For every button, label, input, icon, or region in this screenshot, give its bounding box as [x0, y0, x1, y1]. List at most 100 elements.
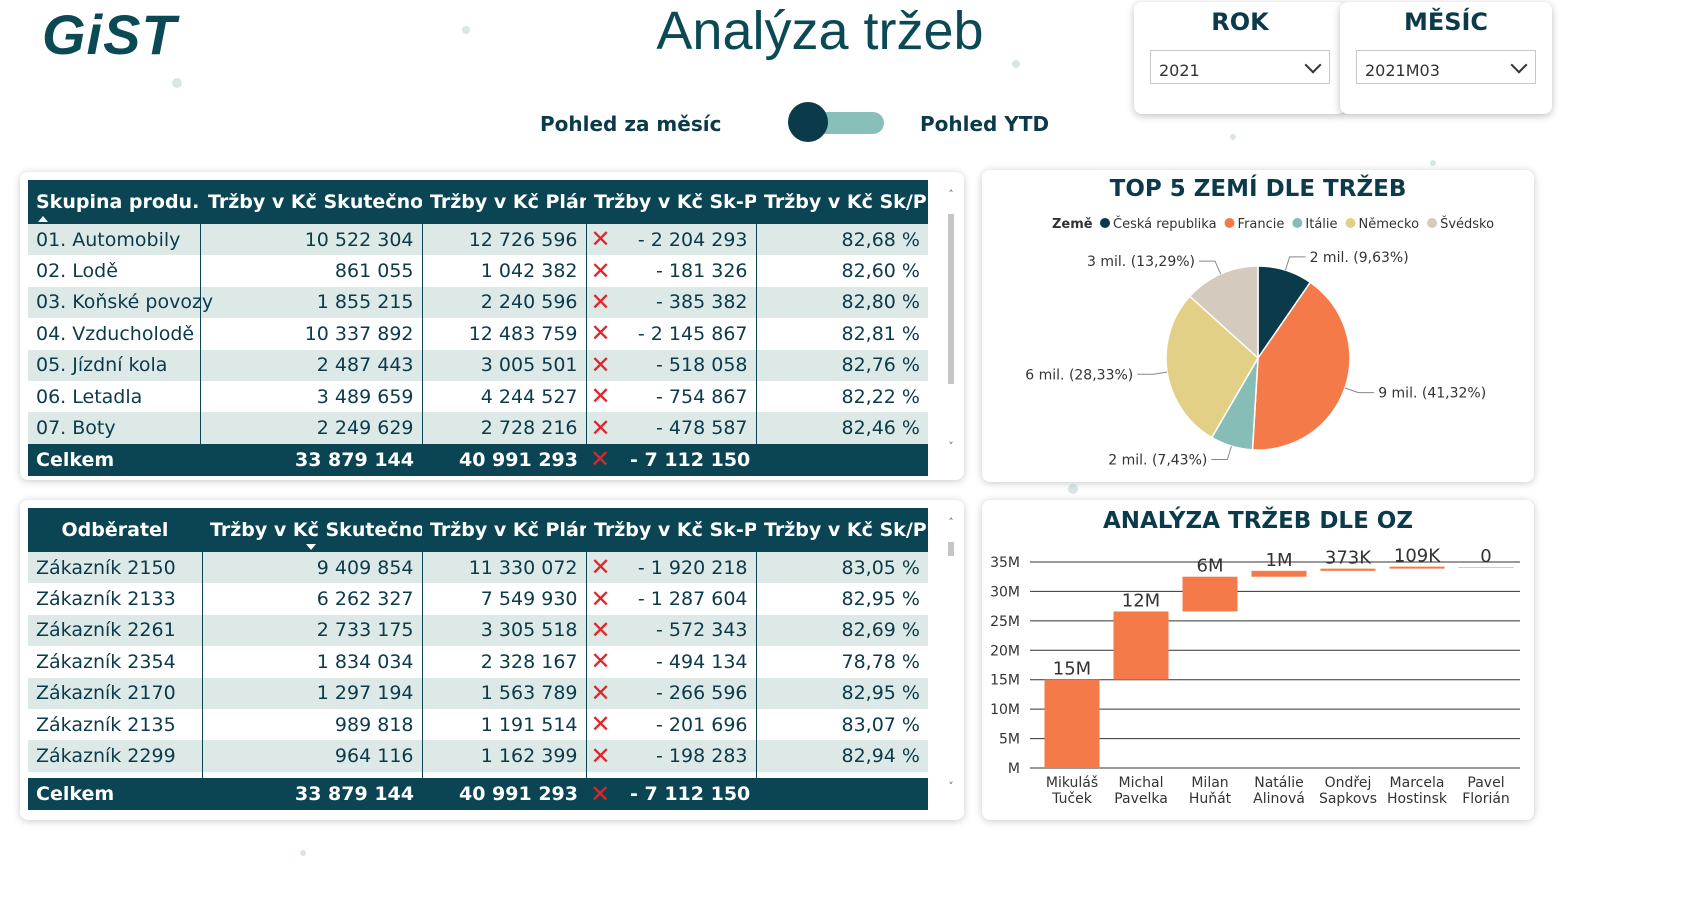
pie-slice[interactable]	[1188, 265, 1259, 360]
negative-indicator: ✕	[585, 318, 622, 350]
table-row[interactable]: Zákazník 2354 1 834 034 2 328 167 ✕ - 494 13…	[28, 646, 928, 678]
slicer-mesic-value: 2021M03	[1365, 61, 1440, 80]
column-header[interactable]: Tržby v Kč Skutečnost	[202, 508, 446, 552]
actual-value: 989 818	[201, 708, 422, 741]
waterfall-bar[interactable]	[1044, 679, 1100, 768]
bar-data-label: 15M	[1053, 659, 1091, 680]
table-row[interactable]: 06. Letadla 3 489 659 4 244 527 ✕ - 754 867 8…	[28, 380, 928, 413]
actual-value: 2 249 629	[199, 412, 422, 444]
scroll-thumb[interactable]	[948, 542, 954, 556]
column-header[interactable]: Tržby v Kč Sk-Pl	[586, 508, 764, 552]
toggle-knob[interactable]	[788, 102, 828, 142]
customer-table-panel: Odběratel Tržby v Kč Skutečnost Tržby v …	[20, 500, 964, 820]
pie-data-label: 6 mil. (28,33%)	[1025, 367, 1133, 383]
legend-title: Země	[1052, 217, 1093, 232]
x-mark-icon: ✕	[590, 584, 611, 613]
slicer-rok-title: ROK	[1211, 8, 1269, 36]
y-tick-label: 5M	[999, 732, 1020, 748]
waterfall-bar[interactable]	[1458, 566, 1514, 568]
x-tick-label: Alinová	[1253, 791, 1305, 807]
scroll-down-icon[interactable]: ˅	[948, 780, 954, 793]
sort-ascending-icon	[38, 216, 48, 222]
waterfall-bar[interactable]	[1251, 570, 1307, 577]
scroll-up-icon[interactable]: ˄	[948, 188, 954, 201]
background-dot	[300, 850, 306, 856]
table-row[interactable]: Zákazník 2170 1 297 194 1 563 789 ✕ - 266 59…	[28, 677, 928, 709]
x-mark-icon: ✕	[590, 350, 611, 379]
actual-value: 10 522 304	[199, 224, 422, 256]
plan-value: 3 305 518	[421, 614, 586, 647]
table-row[interactable]: Zákazník 2299 964 116 1 162 399 ✕ - 198 283 8…	[28, 740, 928, 772]
column-header[interactable]: Tržby v Kč Sk-Pl	[586, 180, 764, 224]
pie-chart-panel: TOP 5 ZEMÍ DLE TRŽEB Země Česká republika…	[982, 170, 1534, 482]
row-label: 01. Automobily	[28, 224, 200, 256]
pie-data-label: 2 mil. (9,63%)	[1310, 250, 1409, 266]
scroll-down-icon[interactable]: ˅	[948, 440, 954, 453]
plan-value: 4 244 527	[421, 380, 586, 413]
pie-chart: Země Česká republika Francie Itálie Německo Š…	[1025, 216, 1494, 468]
column-header[interactable]: Tržby v Kč Skutečnost	[200, 180, 444, 224]
legend-marker	[1100, 218, 1110, 228]
background-dot	[172, 78, 182, 88]
column-header[interactable]: Tržby v Kč Plán	[422, 180, 592, 224]
table-row[interactable]: 02. Lodě 861 055 1 042 382 ✕ - 181 326 82,60 …	[28, 255, 928, 287]
actual-value: 3 489 659	[199, 380, 422, 413]
table-row[interactable]: Zákazník 2133 6 262 327 7 549 930 ✕ - 1 287 …	[28, 583, 928, 615]
x-mark-icon: ✕	[590, 445, 611, 474]
pie-slice[interactable]	[1165, 295, 1259, 439]
y-tick-label: 15M	[990, 673, 1020, 689]
waterfall-bar[interactable]	[1320, 568, 1376, 571]
table-row[interactable]: 05. Jízdní kola 2 487 443 3 005 501 ✕ - 518 …	[28, 349, 928, 381]
slicer-mesic-dropdown[interactable]: 2021M03	[1356, 50, 1536, 84]
negative-indicator: ✕	[585, 412, 622, 444]
waterfall-chart-panel: ANALÝZA TRŽEB DLE OZ M 5M 10M 15M 20M 25M 30M 3…	[982, 500, 1534, 820]
y-tick-label: 25M	[990, 614, 1020, 630]
legend-entry[interactable]: Itálie	[1305, 217, 1337, 232]
waterfall-bar[interactable]	[1182, 576, 1238, 612]
table-scrollbar[interactable]: ˄ ˅	[944, 188, 958, 456]
plan-value: 12 483 759	[421, 318, 586, 350]
legend-entry[interactable]: Švédsko	[1440, 216, 1494, 232]
x-mark-icon: ✕	[590, 678, 611, 707]
column-header[interactable]: Tržby v Kč Plán	[422, 508, 592, 552]
table-row[interactable]: Zákazník 2135 989 818 1 191 514 ✕ - 201 696 8…	[28, 708, 928, 741]
column-header[interactable]: Tržby v Kč Sk/Pl	[756, 508, 928, 552]
legend-marker	[1292, 218, 1303, 228]
bar-data-label: 0	[1480, 546, 1491, 567]
legend-entry[interactable]: Německo	[1359, 217, 1420, 232]
difference-value: - 572 343	[622, 614, 756, 647]
total-label: Celkem	[28, 778, 202, 810]
column-header[interactable]: Skupina produ...	[28, 180, 214, 224]
row-label: Zákazník 2170	[28, 677, 202, 709]
legend-entry[interactable]: Česká republika	[1113, 216, 1217, 232]
difference-value: - 518 058	[622, 349, 756, 381]
pie-slice[interactable]	[1251, 281, 1351, 451]
x-tick-label: Pavel	[1467, 775, 1504, 791]
chevron-down-icon	[1304, 56, 1322, 74]
background-dot	[1068, 484, 1078, 494]
table-row[interactable]: Zákazník 2150 9 409 854 11 330 072 ✕ - 1 920…	[28, 552, 928, 584]
scroll-up-icon[interactable]: ˄	[948, 516, 954, 529]
table-row[interactable]: 07. Boty 2 249 629 2 728 216 ✕ - 478 587 82,4…	[28, 412, 928, 444]
legend-entry[interactable]: Francie	[1238, 217, 1285, 232]
table-row[interactable]: Zákazník 2261 2 733 175 3 305 518 ✕ - 572 34…	[28, 614, 928, 647]
pie-data-label: 3 mil. (13,29%)	[1087, 254, 1195, 270]
column-header[interactable]: Tržby v Kč Sk/Pl	[756, 180, 933, 224]
waterfall-bar[interactable]	[1389, 566, 1445, 569]
column-header[interactable]: Odběratel	[28, 508, 202, 552]
pie-data-label: 2 mil. (7,43%)	[1108, 452, 1207, 468]
row-label: 02. Lodě	[28, 255, 200, 287]
waterfall-bar[interactable]	[1113, 611, 1169, 680]
plan-value: 1 191 514	[421, 708, 586, 741]
total-ratio	[756, 443, 928, 476]
table-scrollbar[interactable]: ˄ ˅	[944, 516, 958, 796]
table-row[interactable]: 01. Automobily 10 522 304 12 726 596 ✕ - 2 2…	[28, 224, 928, 256]
slicer-rok-dropdown[interactable]: 2021	[1150, 50, 1330, 84]
ratio-value: 82,60 %	[755, 255, 928, 287]
product-group-table: Skupina produ... Tržby v Kč Skutečnost T…	[28, 180, 933, 476]
view-toggle-switch[interactable]	[788, 102, 884, 142]
table-row[interactable]: 04. Vzducholodě 10 337 892 12 483 759 ✕ - 2 …	[28, 318, 928, 350]
scroll-thumb[interactable]	[948, 214, 954, 384]
table-row[interactable]: 03. Koňské povozy 1 855 215 2 240 596 ✕ - 38…	[28, 286, 928, 319]
x-tick-label: Ondřej	[1325, 775, 1372, 791]
